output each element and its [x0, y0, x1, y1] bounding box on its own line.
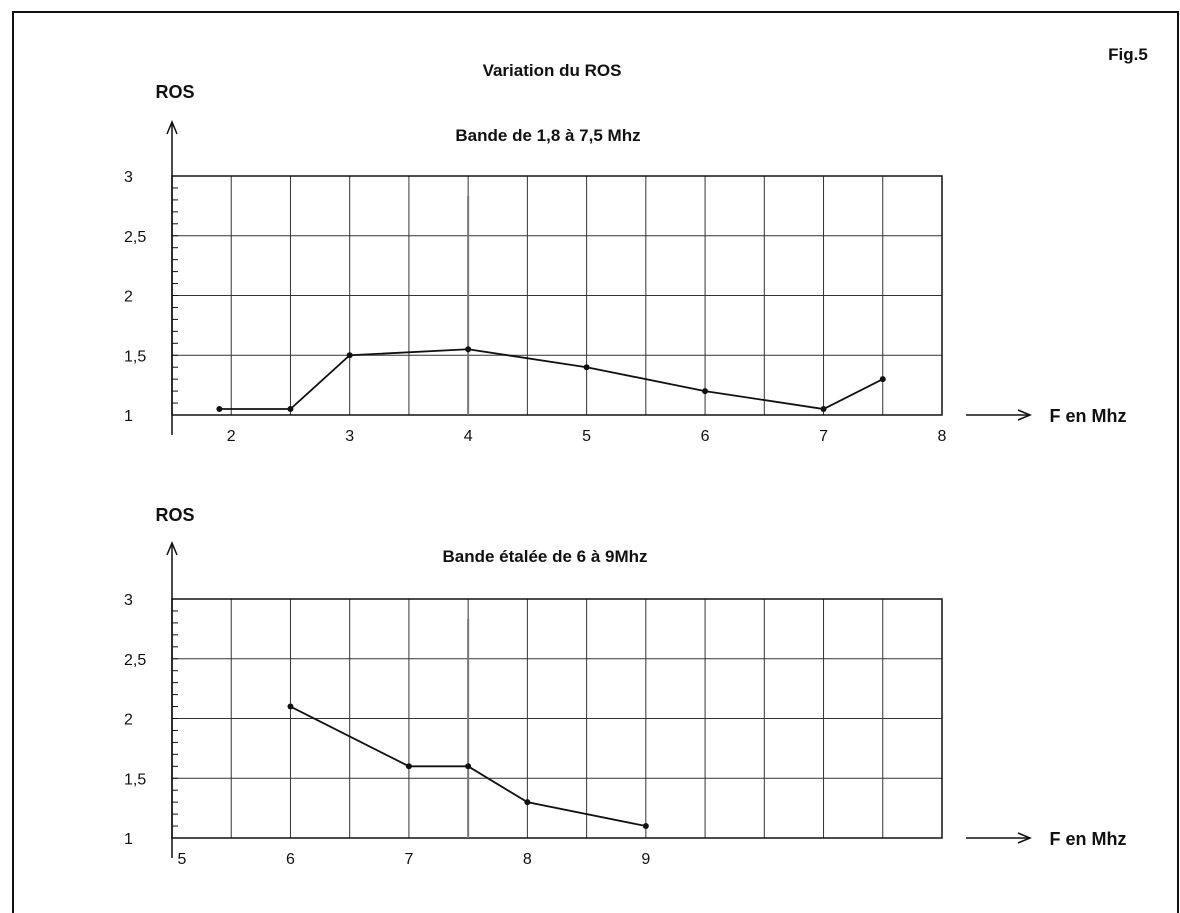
- data-point: [287, 406, 294, 413]
- figure-frame: [12, 11, 1179, 913]
- data-point: [642, 823, 649, 830]
- data-point: [820, 406, 827, 413]
- y-tick-label: 3: [124, 592, 133, 609]
- y-axis-label: ROS: [155, 82, 194, 102]
- x-axis-label: F en Mhz: [1050, 829, 1127, 849]
- x-direction-arrowhead: [1017, 832, 1032, 844]
- y-tick-label: 3: [124, 169, 133, 186]
- data-point: [216, 406, 223, 413]
- x-tick-label: 9: [641, 851, 650, 868]
- x-tick-label: 2: [227, 428, 236, 445]
- x-tick-label: 5: [582, 428, 591, 445]
- data-point: [583, 364, 590, 371]
- data-point: [524, 799, 531, 806]
- y-tick-label: 2: [124, 289, 133, 306]
- x-tick-label: 7: [819, 428, 828, 445]
- figure-title: Variation du ROS: [483, 61, 622, 80]
- x-tick-label: 6: [286, 851, 295, 868]
- data-point: [287, 703, 294, 710]
- y-axis-arrowhead: [166, 541, 178, 556]
- x-tick-label: 8: [938, 428, 947, 445]
- series-line: [219, 348, 884, 410]
- data-point: [702, 388, 709, 395]
- data-point: [405, 763, 412, 770]
- data-point: [465, 763, 472, 770]
- y-tick-label: 1,5: [124, 771, 146, 788]
- x-tick-label: 3: [345, 428, 354, 445]
- x-direction-arrowhead: [1017, 409, 1032, 421]
- data-point: [879, 376, 886, 383]
- y-tick-label: 2,5: [124, 229, 146, 246]
- x-tick-label: 8: [523, 851, 532, 868]
- y-axis-arrowhead: [166, 120, 178, 135]
- y-tick-label: 1: [124, 408, 133, 425]
- x-tick-label: 5: [178, 851, 187, 868]
- chart-top: 1 1,5 2 2,5 3 2 3 4 5 6 7 8 ROS Bande de 1,8 à 7,5 Mh…: [124, 82, 1127, 445]
- x-tick-label: 7: [404, 851, 413, 868]
- x-tick-label: 4: [464, 428, 473, 445]
- y-tick-label: 1: [124, 831, 133, 848]
- fig-label: Fig.5: [1108, 45, 1148, 64]
- x-tick-label: 6: [701, 428, 710, 445]
- chart-bottom: 1 1,5 2 2,5 3 5 6 7 8 9 ROS Bande étalée de 6 à 9Mh…: [124, 505, 1127, 868]
- y-tick-label: 1,5: [124, 348, 146, 365]
- chart-subtitle: Bande de 1,8 à 7,5 Mhz: [455, 126, 640, 145]
- chart-subtitle: Bande étalée de 6 à 9Mhz: [442, 547, 647, 566]
- y-tick-label: 2: [124, 712, 133, 729]
- x-axis-label: F en Mhz: [1050, 406, 1127, 426]
- data-point: [465, 346, 472, 353]
- data-point: [346, 352, 353, 359]
- y-axis-label: ROS: [155, 505, 194, 525]
- y-tick-label: 2,5: [124, 652, 146, 669]
